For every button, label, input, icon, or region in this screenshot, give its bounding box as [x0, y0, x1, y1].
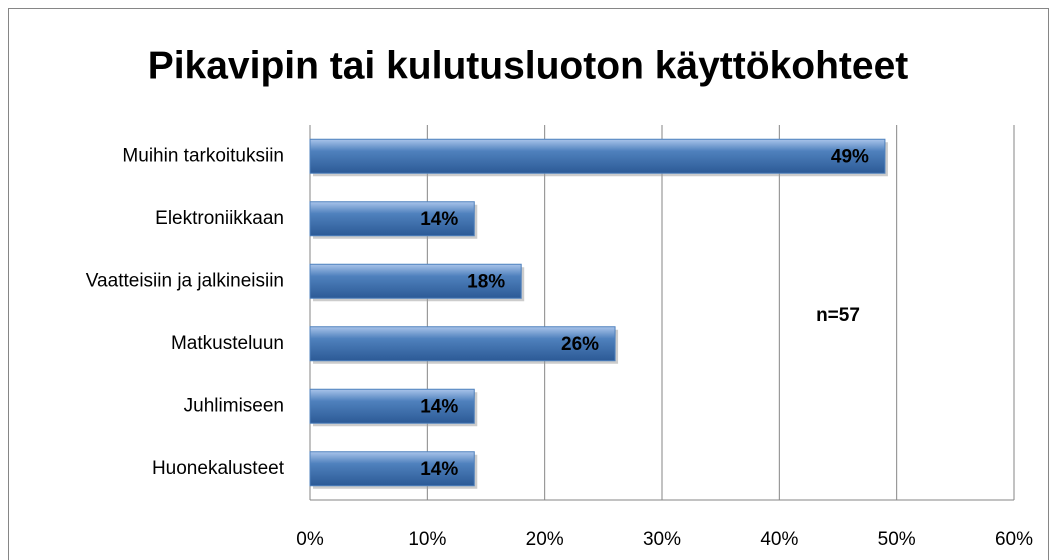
- data-label: 14%: [420, 396, 458, 417]
- annotation: n=57: [816, 305, 860, 326]
- y-tick-label: Vaatteisiin ja jalkineisiin: [86, 270, 284, 291]
- x-tick-label: 40%: [760, 529, 798, 550]
- bar: [309, 201, 475, 237]
- x-tick-label: 60%: [995, 529, 1033, 550]
- data-label: 14%: [420, 459, 458, 480]
- bar: [309, 138, 886, 174]
- x-tick-label: 0%: [296, 529, 324, 550]
- bar: [309, 263, 522, 299]
- bar: [309, 326, 616, 362]
- annotation-box: [780, 290, 896, 342]
- bar: [309, 388, 475, 424]
- bar: [309, 451, 475, 487]
- data-label: 14%: [420, 209, 458, 230]
- y-tick-label: Juhlimiseen: [184, 395, 284, 416]
- chart-title: Pikavipin tai kulutusluoton käyttökohtee…: [148, 44, 909, 87]
- x-tick-label: 50%: [878, 529, 916, 550]
- y-tick-label: Elektroniikkaan: [155, 208, 284, 229]
- data-label: 49%: [831, 146, 869, 167]
- x-tick-label: 30%: [643, 529, 681, 550]
- x-tick-label: 20%: [526, 529, 564, 550]
- y-tick-label: Matkusteluun: [171, 333, 284, 354]
- chart-border: [8, 8, 1049, 560]
- x-tick-label: 10%: [408, 529, 446, 550]
- bars: [309, 138, 888, 489]
- y-tick-label: Huonekalusteet: [152, 458, 285, 479]
- grid: [309, 125, 1015, 501]
- data-label: 18%: [467, 271, 505, 292]
- y-tick-label: Muihin tarkoituksiin: [122, 145, 284, 166]
- data-label: 26%: [561, 334, 599, 355]
